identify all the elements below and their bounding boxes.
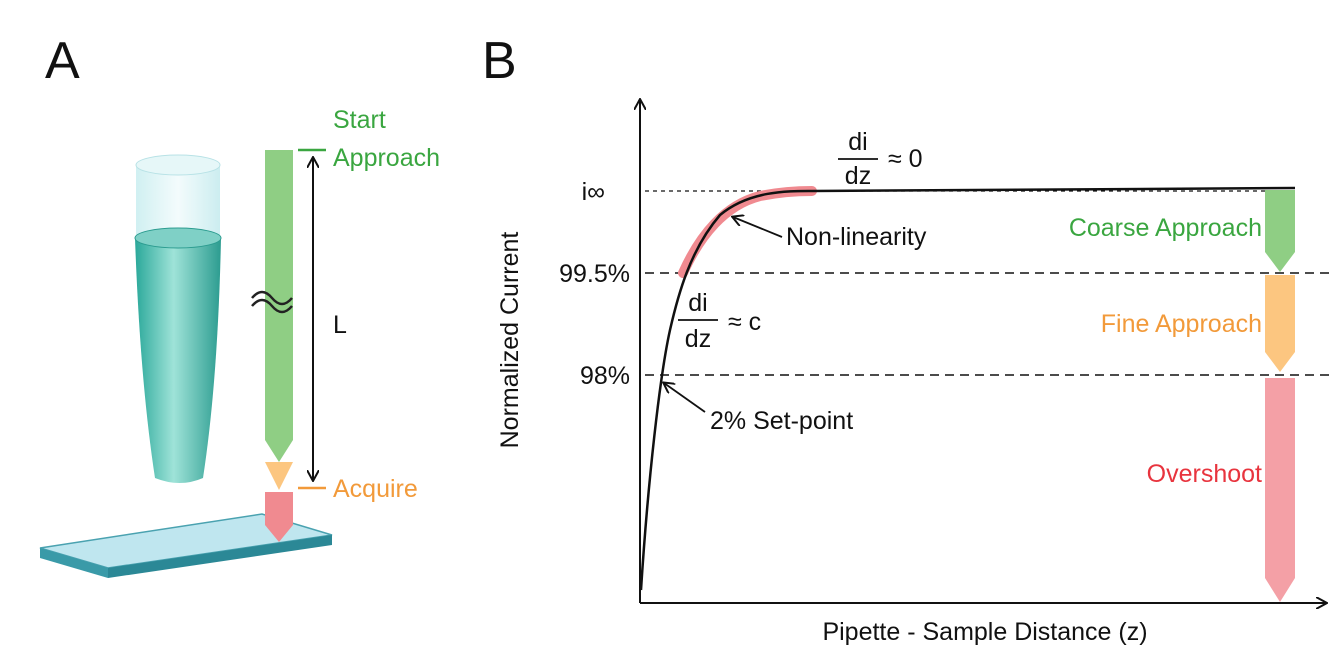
panel-label: A bbox=[45, 32, 80, 90]
fine-bar bbox=[1265, 275, 1295, 372]
slope-numerator: di bbox=[848, 128, 867, 156]
slope-approx: ≈ 0 bbox=[888, 145, 923, 173]
nonlinearity-label: Non-linearity bbox=[786, 223, 927, 251]
slope-numerator: di bbox=[688, 289, 707, 317]
length-label: L bbox=[333, 311, 347, 339]
pipette-rim bbox=[134, 227, 222, 249]
pipette-glass bbox=[136, 165, 220, 238]
y-axis-title: Normalized Current bbox=[496, 232, 524, 449]
pipette-body bbox=[135, 238, 221, 483]
slab-edge bbox=[40, 548, 108, 578]
x-axis-title: Pipette - Sample Distance (z) bbox=[822, 618, 1147, 646]
y-label: i∞ bbox=[582, 178, 605, 206]
break-mark bbox=[251, 290, 293, 314]
start-label: Start bbox=[333, 106, 386, 134]
slope-approx: ≈ c bbox=[728, 308, 761, 336]
panel-b: B i∞ 99.5% 98% Normalized Current Pipett… bbox=[482, 32, 1330, 646]
overshoot-bar bbox=[265, 492, 293, 542]
coarse-bar bbox=[1265, 190, 1295, 272]
approach-curve bbox=[639, 186, 1296, 591]
slope-denominator: dz bbox=[845, 162, 871, 190]
setpoint-label: 2% Set-point bbox=[710, 407, 853, 435]
pointer bbox=[733, 217, 783, 238]
slope-denominator: dz bbox=[685, 325, 711, 353]
panel-a: A Start Approach L Acquire bbox=[39, 32, 440, 578]
pipette-top bbox=[135, 154, 221, 176]
slab-edge bbox=[108, 535, 332, 578]
overshoot-label: Overshoot bbox=[1147, 460, 1262, 488]
acquire-label: Acquire bbox=[333, 475, 418, 503]
approach-bar bbox=[265, 150, 293, 462]
y-label: 99.5% bbox=[559, 260, 630, 288]
pointer bbox=[664, 383, 706, 413]
overshoot-bar bbox=[1265, 378, 1295, 602]
coarse-label: Coarse Approach bbox=[1069, 214, 1262, 242]
fine-bar bbox=[265, 462, 293, 490]
start-label: Approach bbox=[333, 144, 440, 172]
panel-label: B bbox=[482, 32, 517, 90]
y-label: 98% bbox=[580, 362, 630, 390]
fine-label: Fine Approach bbox=[1101, 310, 1262, 338]
